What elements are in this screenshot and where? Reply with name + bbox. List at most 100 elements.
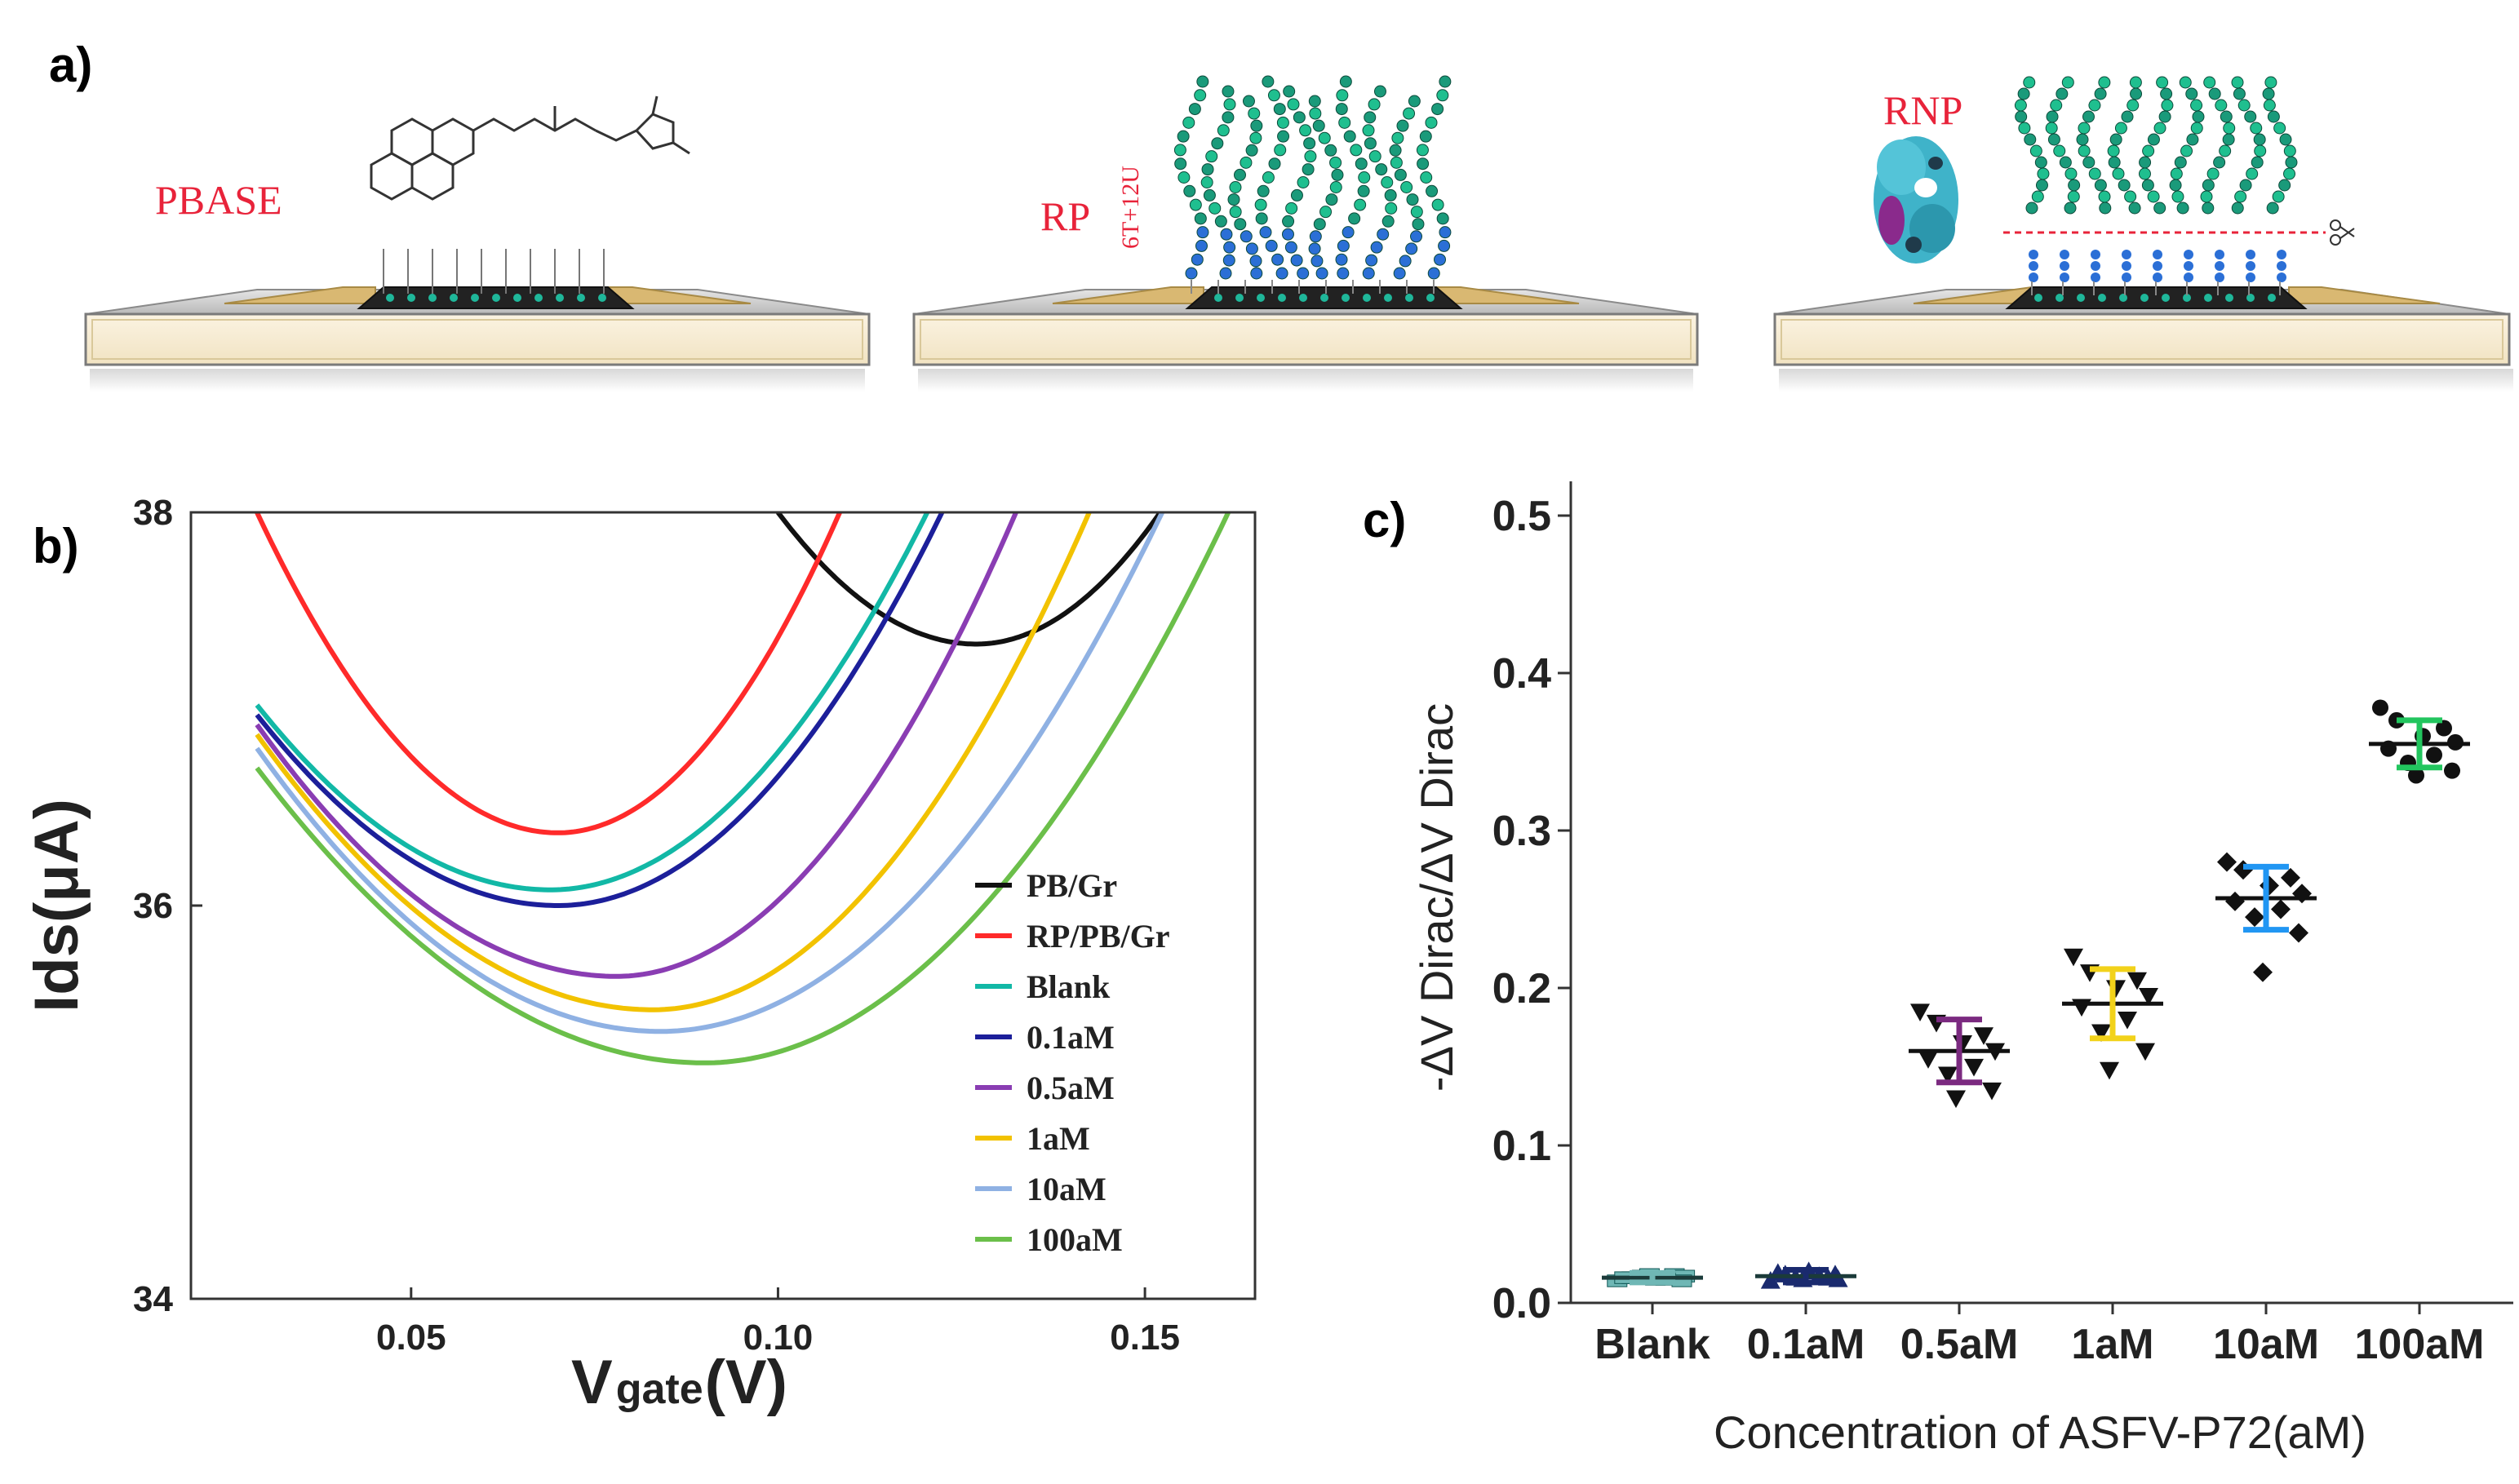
nucleotide-bead <box>2285 156 2298 169</box>
y-tick-label-c: 0.5 <box>1492 493 1551 540</box>
nucleotide-bead <box>1259 226 1272 239</box>
nucleotide-bead <box>2246 272 2255 282</box>
data-point <box>2281 867 2300 888</box>
nucleotide-bead <box>1248 107 1261 120</box>
nucleotide-bead <box>2283 144 2296 157</box>
nucleotide-bead <box>1436 89 1449 102</box>
nucleotide-bead <box>1242 95 1255 108</box>
nucleotide-bead <box>1287 98 1300 111</box>
nucleotide-bead <box>1420 171 1433 184</box>
nucleotide-bead <box>1217 124 1230 137</box>
nucleotide-bead <box>2184 261 2193 271</box>
panel-a-schematic: a) PBASE <box>49 38 2513 392</box>
nucleotide-bead <box>2147 190 2160 203</box>
y-tick-label-c: 0.4 <box>1492 650 1551 698</box>
nucleotide-bead <box>1177 171 1191 184</box>
nucleotide-bead <box>1342 226 1355 239</box>
nucleotide-bead <box>1385 202 1398 215</box>
lattice-node <box>407 294 415 302</box>
nucleotide-bead <box>1229 206 1242 219</box>
nucleotide-bead <box>1431 103 1444 116</box>
nucleotide-bead <box>2153 261 2162 271</box>
x-tick-label-c: 10aM <box>2213 1321 2319 1368</box>
nucleotide-bead <box>2250 122 2263 135</box>
nucleotide-bead <box>1410 206 1423 219</box>
data-point <box>2289 923 2308 943</box>
nucleotide-bead <box>1222 254 1235 267</box>
nucleotide-bead <box>2158 110 2171 123</box>
nucleotide-bead <box>1223 98 1236 111</box>
nucleotide-bead <box>1357 184 1370 197</box>
nucleotide-bead <box>2147 133 2160 146</box>
lattice-node <box>1278 294 1286 302</box>
legend-label: 100aM <box>1027 1221 1123 1258</box>
x-title-sub: gate <box>616 1366 703 1413</box>
data-point <box>2106 980 2126 998</box>
nucleotide-bead <box>1419 130 1432 143</box>
nucleotide-bead <box>1297 176 1310 188</box>
nucleotide-bead <box>1381 176 1394 188</box>
nucleotide-bead <box>2099 202 2112 215</box>
nucleotide-bead <box>1403 107 1416 120</box>
nucleotide-bead <box>2277 250 2286 259</box>
panel-c-dot-plot: c) 0.0 0.1 0.2 0.3 0.4 0.5 Blank 0.1aM 0.5aM 1aM 1… <box>1363 481 2513 1458</box>
nucleotide-bead <box>2067 190 2080 203</box>
nucleotide-bead <box>2246 167 2259 180</box>
nucleotide-bead <box>1273 103 1286 116</box>
lattice-node <box>2225 294 2233 302</box>
data-point <box>1910 1003 1930 1021</box>
nucleotide-bead <box>2122 272 2131 282</box>
nucleotide-bead <box>2121 110 2134 123</box>
lattice-node <box>556 294 564 302</box>
x-tick-label-b: 0.10 <box>743 1318 814 1358</box>
nucleotide-bead <box>1174 157 1187 171</box>
nucleotide-bead <box>2037 167 2050 180</box>
nucleotide-bead <box>1211 137 1224 150</box>
data-point <box>2260 875 2279 896</box>
x-tick-label-c: 1aM <box>2071 1321 2153 1368</box>
lattice-node <box>1235 294 1244 302</box>
nucleotide-bead <box>1267 89 1280 102</box>
nucleotide-bead <box>2277 272 2286 282</box>
lattice-node <box>598 294 606 302</box>
nucleotide-bead <box>1196 75 1209 88</box>
nucleotide-bead <box>1362 267 1375 280</box>
nucleotide-bead <box>2153 202 2166 215</box>
nucleotide-bead <box>2185 87 2198 100</box>
nucleotide-bead <box>1240 230 1253 243</box>
lattice-node <box>1257 294 1265 302</box>
nucleotide-bead <box>1290 188 1303 202</box>
nucleotide-bead <box>2088 99 2101 112</box>
nucleotide-bead <box>1391 131 1404 144</box>
data-point <box>1982 1082 2002 1101</box>
nucleotide-bead <box>2208 87 2221 100</box>
data-point <box>2127 972 2147 990</box>
nucleotide-bead <box>2091 250 2100 259</box>
panel-c-label: c) <box>1363 493 1406 547</box>
nucleotide-bead <box>2176 202 2189 215</box>
lattice-node <box>1363 294 1371 302</box>
nucleotide-bead <box>1183 184 1196 197</box>
nucleotide-bead <box>2059 156 2072 169</box>
legend-label: 0.1aM <box>1027 1019 1115 1056</box>
nucleotide-bead <box>1245 144 1258 157</box>
data-point <box>2225 891 2245 911</box>
curve-Blank <box>255 512 930 893</box>
rnp-label: RNP <box>1883 87 1962 133</box>
x-axis-title-b: Vgate(V) <box>571 1348 787 1417</box>
nucleotide-bead <box>1188 103 1201 116</box>
nucleotide-bead <box>2202 179 2215 192</box>
nucleotide-bead <box>2064 167 2078 180</box>
lattice-node <box>1320 294 1328 302</box>
nucleotide-bead <box>2220 110 2233 123</box>
data-point <box>2444 762 2460 779</box>
nucleotide-bead <box>2091 272 2100 282</box>
lattice-node <box>1405 294 1413 302</box>
nucleotide-bead <box>2215 261 2224 271</box>
nucleotide-bead <box>2060 272 2069 282</box>
nucleotide-bead <box>1370 241 1383 254</box>
nucleotide-bead <box>1319 206 1333 219</box>
nucleotide-bead <box>2112 167 2125 180</box>
nucleotide-bead <box>1336 89 1349 102</box>
nucleotide-bead <box>1265 239 1278 252</box>
